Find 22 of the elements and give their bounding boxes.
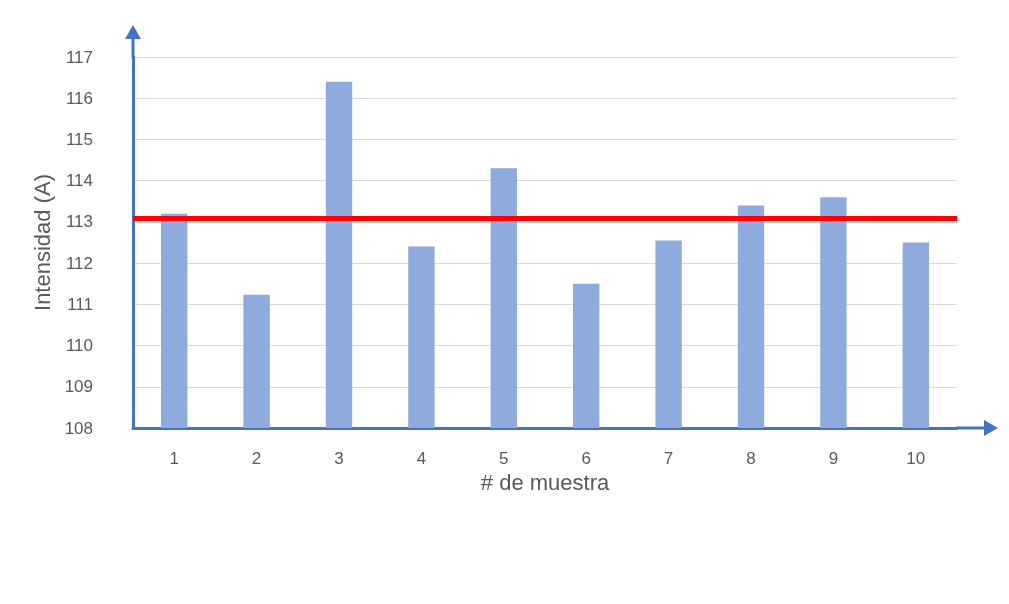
y-tick-label: 116 xyxy=(65,88,93,108)
y-axis-title: Intensidad (A) xyxy=(30,174,56,311)
y-tick-label: 113 xyxy=(65,212,93,232)
x-axis-title: # de muestra xyxy=(480,470,610,496)
y-tick-label: 109 xyxy=(64,377,93,397)
y-tick-label: 115 xyxy=(65,129,93,149)
y-tick-label: 110 xyxy=(65,336,93,356)
x-tick-label: 10 xyxy=(906,449,926,468)
x-tick-label: 2 xyxy=(251,449,262,468)
x-tick-label: 1 xyxy=(169,449,179,468)
y-tick-label: 108 xyxy=(64,418,93,438)
x-tick-label: 5 xyxy=(499,449,509,468)
x-tick-label: 7 xyxy=(663,449,674,468)
y-tick-label: 114 xyxy=(65,171,93,191)
x-tick-label: 8 xyxy=(746,449,756,468)
y-tick-label: 112 xyxy=(65,253,93,273)
x-tick-label: 6 xyxy=(581,449,591,468)
y-tick-label: 111 xyxy=(67,294,93,314)
y-tick-label: 117 xyxy=(65,47,93,67)
x-tick-label: 4 xyxy=(416,449,427,468)
x-tick-label: 3 xyxy=(334,449,344,468)
x-tick-label: 9 xyxy=(828,449,839,468)
